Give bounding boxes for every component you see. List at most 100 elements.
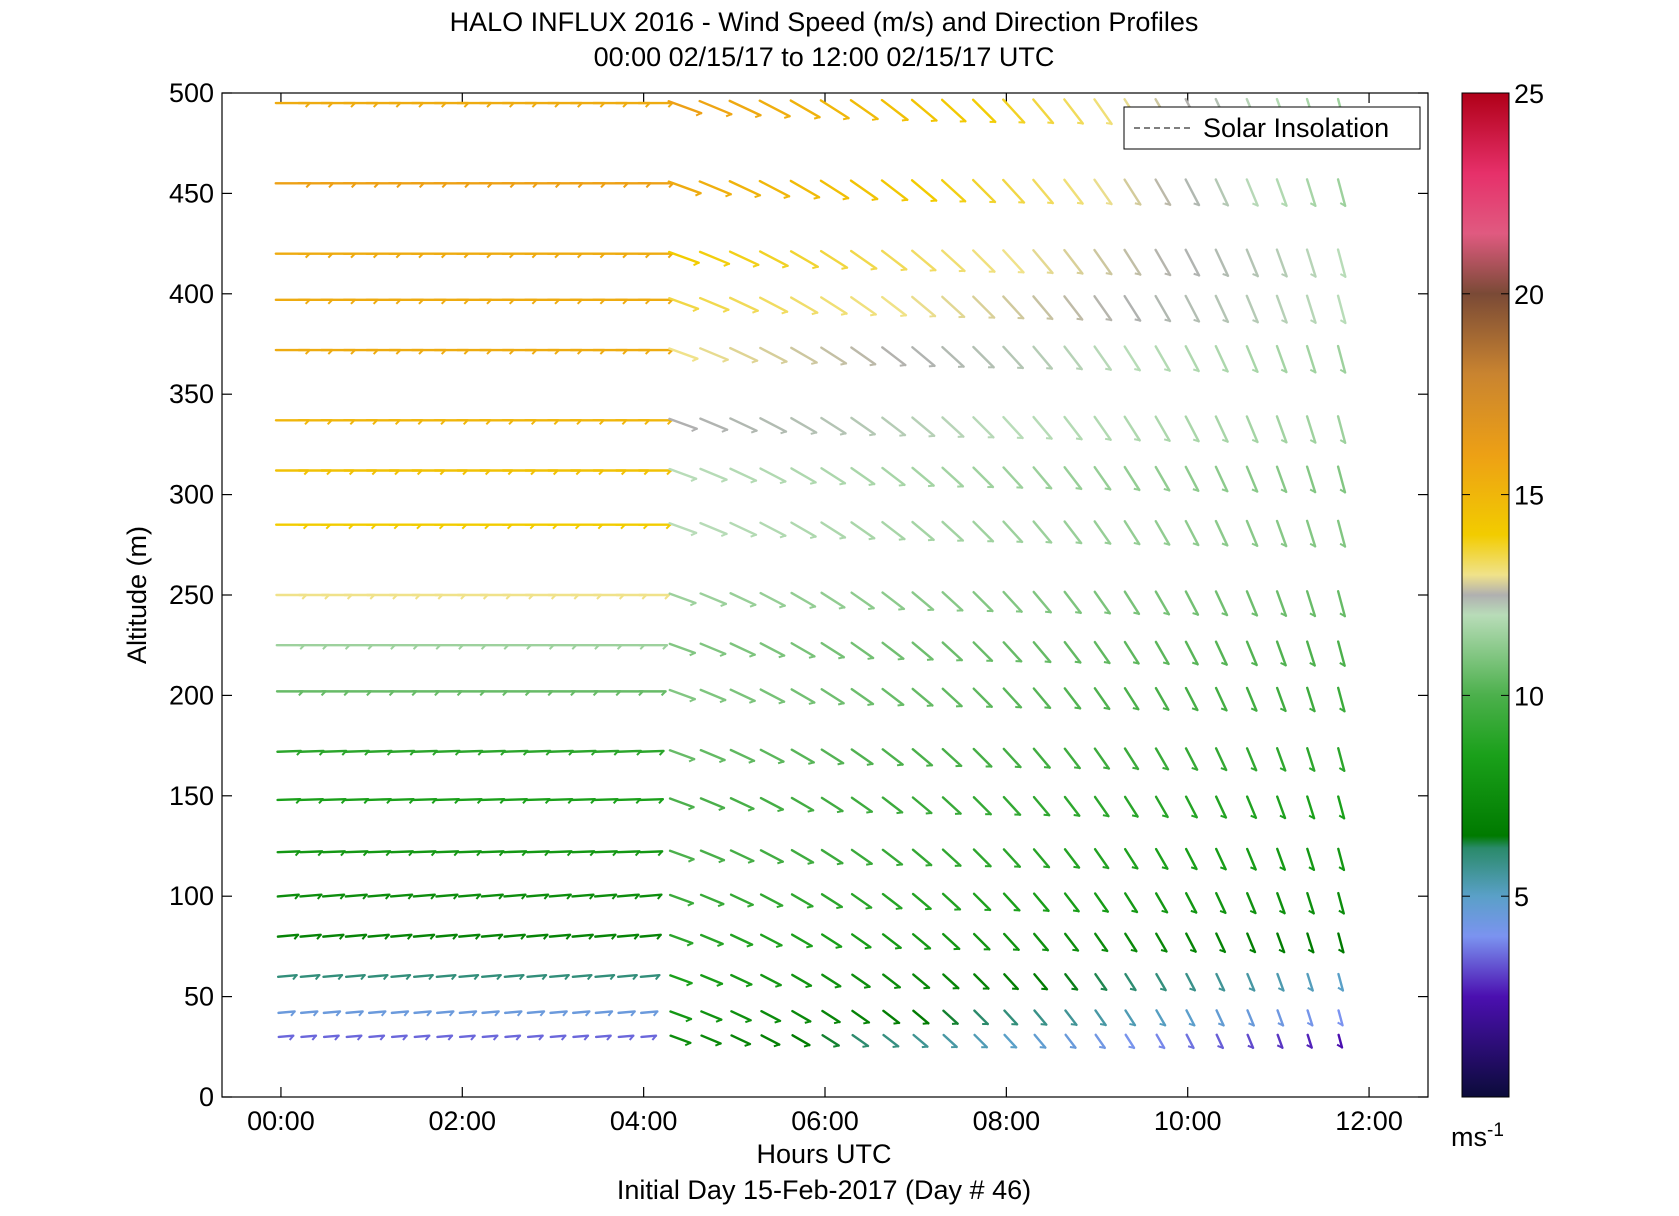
wind-barb-tick	[1099, 1045, 1105, 1049]
wind-barb	[1063, 932, 1080, 952]
wind-barb	[790, 521, 817, 538]
wind-barb-tick	[1339, 662, 1346, 667]
wind-barb	[322, 1010, 342, 1015]
wind-barb	[1123, 345, 1142, 372]
wind-barb	[973, 1033, 989, 1049]
wind-barbs	[274, 97, 1347, 1050]
wind-barb-tick	[1221, 488, 1228, 493]
wind-barb-tick	[717, 942, 724, 948]
wind-barb	[412, 850, 437, 854]
wind-barb	[911, 687, 934, 707]
wind-barb	[1336, 519, 1347, 548]
wind-barb-tick	[748, 699, 755, 704]
wind-barb	[1123, 415, 1141, 442]
wind-barb-tick	[867, 656, 874, 660]
wind-barb	[1276, 795, 1287, 820]
wind-barb-tick	[586, 974, 593, 981]
wind-barb	[617, 1010, 636, 1015]
wind-barb	[791, 973, 813, 987]
wind-barb	[972, 249, 996, 273]
wind-barb	[1305, 178, 1317, 208]
wind-barb	[503, 933, 526, 938]
wind-barb	[911, 249, 937, 272]
wind-barb	[821, 973, 842, 988]
wind-barb	[698, 180, 732, 196]
wind-barb	[1093, 415, 1112, 441]
wind-barb-tick	[1075, 487, 1082, 490]
wind-barb	[760, 1010, 782, 1023]
wind-barb-tick	[835, 945, 842, 949]
wind-barb-tick	[426, 1010, 432, 1017]
wind-barb-tick	[748, 759, 755, 764]
wind-barb	[881, 933, 902, 950]
wind-barb	[789, 250, 819, 268]
wind-barb	[594, 1010, 614, 1015]
wind-barb	[640, 1010, 659, 1015]
wind-barb	[1002, 466, 1024, 489]
wind-barb-tick	[584, 1010, 591, 1017]
wind-barb	[730, 973, 753, 986]
wind-barb-tick	[691, 427, 698, 433]
wind-barb-tick	[750, 429, 757, 434]
wind-barb	[667, 250, 700, 264]
wind-barb-tick	[657, 850, 663, 857]
wind-barb	[729, 748, 756, 763]
wind-barb-tick	[833, 1020, 840, 1025]
wind-barb	[1337, 1033, 1344, 1049]
wind-barb	[971, 98, 997, 124]
wind-barb	[941, 249, 966, 273]
wind-barb-tick	[1164, 202, 1171, 206]
wind-barb-tick	[1280, 368, 1287, 373]
wind-barb-tick	[869, 363, 876, 367]
wind-barb	[699, 797, 726, 810]
wind-barb	[504, 1010, 523, 1015]
wind-barb	[912, 1009, 930, 1025]
wind-barb	[851, 1033, 870, 1048]
wind-barb	[910, 179, 938, 202]
wind-barb	[850, 796, 874, 813]
wind-barb	[1275, 640, 1287, 667]
wind-barb	[820, 933, 843, 948]
wind-barb	[639, 893, 663, 898]
wind-barb-tick	[871, 198, 878, 201]
wind-barb	[367, 1010, 387, 1015]
wind-barb-tick	[1252, 319, 1259, 324]
wind-barb-tick	[430, 894, 436, 900]
wind-barb-tick	[428, 974, 434, 981]
wind-barb	[1124, 972, 1137, 992]
wind-barb-tick	[497, 934, 503, 940]
wind-barb	[436, 1034, 454, 1039]
wind-barb	[458, 933, 481, 938]
wind-barb-tick	[662, 644, 668, 650]
wind-barb-tick	[453, 894, 459, 900]
wind-barb-tick	[695, 192, 701, 197]
wind-barb	[1155, 1033, 1166, 1050]
wind-barb-tick	[612, 850, 618, 857]
wind-barb	[699, 347, 729, 361]
wind-barb-tick	[521, 894, 527, 900]
wind-barb-tick	[1161, 814, 1168, 818]
wind-barb-tick	[565, 934, 571, 940]
wind-barb-tick	[1219, 909, 1226, 914]
wind-barb	[1002, 295, 1025, 320]
colorbar-tick-label: 25	[1514, 79, 1544, 109]
wind-barb	[640, 1034, 658, 1039]
wind-barb-tick	[725, 113, 732, 118]
wind-barb	[571, 797, 597, 802]
wind-barb-tick	[1075, 541, 1082, 545]
wind-barb-tick	[1132, 661, 1139, 665]
wind-barb	[1184, 590, 1200, 616]
wind-barb	[911, 295, 937, 318]
wind-barb	[1093, 747, 1111, 770]
wind-barb	[911, 796, 933, 815]
wind-barb-tick	[1101, 948, 1108, 952]
wind-barb	[1245, 747, 1258, 772]
wind-barb	[730, 1034, 752, 1046]
wind-barb-tick	[1339, 319, 1346, 324]
wind-barb	[881, 848, 904, 866]
wind-barb	[1123, 640, 1140, 665]
wind-barb	[389, 749, 416, 753]
wind-barb	[1094, 932, 1109, 953]
wind-barb-tick	[405, 974, 411, 981]
wind-barb	[322, 1034, 340, 1039]
